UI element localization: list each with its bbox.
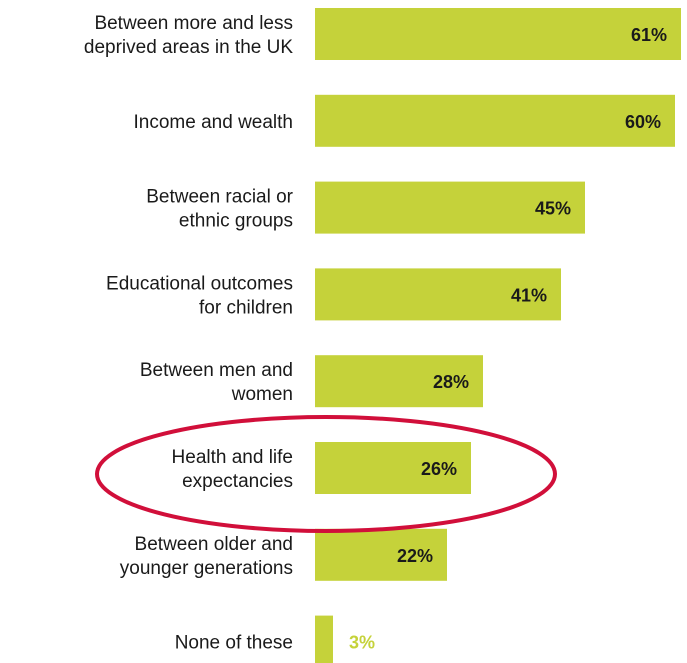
- category-label-7: Between older and younger generations: [120, 534, 293, 579]
- category-labels-layer: Between more and less deprived areas in t…: [84, 13, 294, 654]
- bar-1: [315, 8, 681, 60]
- bar-2: [315, 95, 675, 147]
- value-label-7: 22%: [397, 546, 433, 566]
- category-label-1: Between more and less deprived areas in t…: [84, 13, 293, 58]
- category-label-2: Income and wealth: [134, 112, 294, 133]
- bar-8: [315, 616, 333, 663]
- value-label-3: 45%: [535, 199, 571, 219]
- category-label-6: Health and life expectancies: [172, 447, 293, 492]
- value-label-1: 61%: [631, 25, 667, 45]
- value-label-8: 3%: [349, 633, 375, 653]
- category-label-3: Between racial or ethnic groups: [146, 187, 293, 232]
- value-label-4: 41%: [511, 285, 547, 305]
- bars-layer: [315, 8, 681, 663]
- category-label-5: Between men and women: [140, 360, 293, 405]
- value-label-2: 60%: [625, 112, 661, 132]
- value-label-6: 26%: [421, 459, 457, 479]
- value-label-5: 28%: [433, 372, 469, 392]
- category-label-4: Educational outcomes for children: [106, 273, 293, 318]
- category-label-8: None of these: [175, 633, 293, 654]
